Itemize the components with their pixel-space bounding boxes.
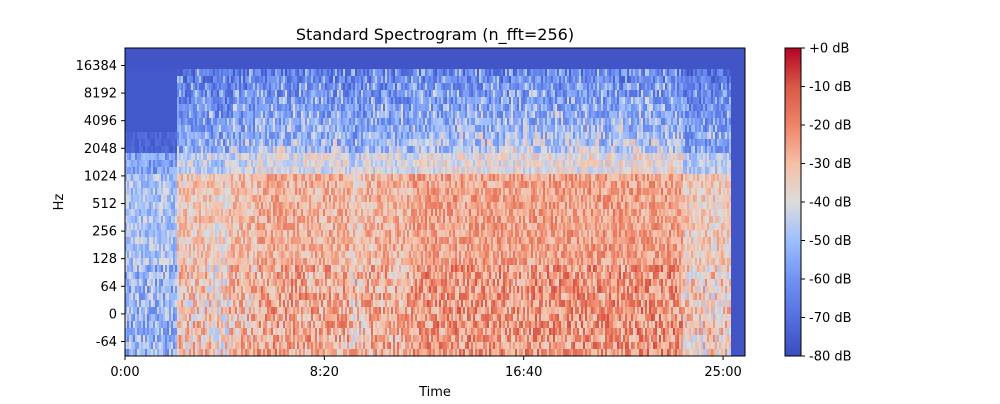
y-tick-label: 1024 <box>84 169 117 184</box>
y-axis-ticks: -64 0 64 128 256 512 1024 2048 4096 8192 16384 <box>76 59 125 350</box>
x-axis-label: Time <box>418 385 451 400</box>
colorbar <box>785 48 801 356</box>
y-tick-label: 16384 <box>76 59 117 74</box>
colorbar-tick-label: +0 dB <box>809 42 849 57</box>
y-tick-label: 0 <box>109 307 117 322</box>
y-tick-label: 4096 <box>84 114 117 129</box>
x-tick-label: 16:40 <box>505 365 542 380</box>
colorbar-tick-label: -30 dB <box>809 157 852 172</box>
colorbar-tick-label: -40 dB <box>809 196 852 211</box>
colorbar-tick-label: -80 dB <box>809 350 852 365</box>
x-tick-label: 25:00 <box>704 365 741 380</box>
spectrogram-heatmap <box>125 48 745 356</box>
y-tick-label: 2048 <box>84 142 117 157</box>
y-axis-label: Hz <box>52 194 67 211</box>
colorbar-tick-label: -50 dB <box>809 234 852 249</box>
y-tick-label: 64 <box>100 280 117 295</box>
chart-title: Standard Spectrogram (n_fft=256) <box>296 25 574 45</box>
colorbar-tick-label: -20 dB <box>809 119 852 134</box>
colorbar-tick-label: -60 dB <box>809 273 852 288</box>
y-tick-label: 512 <box>92 197 117 212</box>
y-tick-label: 8192 <box>84 87 117 102</box>
y-tick-label: 256 <box>92 225 117 240</box>
y-tick-label: -64 <box>96 335 117 350</box>
colorbar-ticks: +0 dB -10 dB -20 dB -30 dB -40 dB -50 dB -60 d… <box>801 42 852 365</box>
x-tick-label: 0:00 <box>110 365 139 380</box>
y-tick-label: 128 <box>92 252 117 267</box>
x-axis-ticks: 0:00 8:20 16:40 25:00 <box>110 356 741 380</box>
colorbar-tick-label: -10 dB <box>809 80 852 95</box>
colorbar-tick-label: -70 dB <box>809 311 852 326</box>
x-tick-label: 8:20 <box>310 365 339 380</box>
